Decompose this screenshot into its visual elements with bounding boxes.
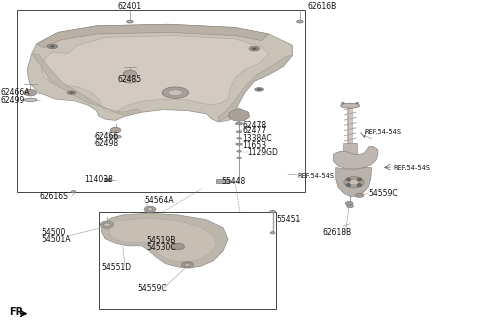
Text: FR.: FR.	[9, 307, 27, 317]
Polygon shape	[336, 168, 372, 196]
Text: 62401: 62401	[118, 2, 142, 11]
Ellipse shape	[257, 89, 261, 90]
Circle shape	[347, 184, 350, 186]
Text: 54530C: 54530C	[147, 243, 176, 252]
Text: REF.54-54S: REF.54-54S	[393, 165, 430, 171]
Polygon shape	[228, 108, 250, 121]
Ellipse shape	[344, 176, 364, 188]
Ellipse shape	[123, 70, 137, 77]
Text: REF.54-54S: REF.54-54S	[298, 173, 335, 179]
Ellipse shape	[162, 87, 189, 98]
Polygon shape	[27, 24, 293, 122]
Ellipse shape	[168, 90, 182, 95]
Ellipse shape	[104, 223, 110, 226]
Text: 62499: 62499	[0, 96, 25, 105]
Text: 1338AC: 1338AC	[242, 134, 272, 143]
Ellipse shape	[355, 193, 364, 197]
Polygon shape	[36, 24, 269, 48]
Text: 54559C: 54559C	[137, 284, 167, 293]
Ellipse shape	[24, 98, 37, 101]
Ellipse shape	[297, 20, 303, 23]
Circle shape	[347, 178, 350, 181]
Ellipse shape	[236, 131, 242, 133]
Bar	[216, 179, 230, 183]
Ellipse shape	[347, 204, 353, 208]
Ellipse shape	[270, 232, 275, 234]
Text: 54551D: 54551D	[101, 262, 132, 272]
Ellipse shape	[67, 91, 76, 94]
Ellipse shape	[50, 45, 55, 48]
Text: 62466A: 62466A	[0, 88, 30, 97]
Text: 114038: 114038	[84, 175, 113, 184]
Text: 54559C: 54559C	[368, 189, 398, 197]
Text: 11653: 11653	[242, 141, 266, 150]
Ellipse shape	[341, 102, 344, 104]
Text: 62618B: 62618B	[323, 228, 352, 237]
Ellipse shape	[47, 44, 58, 49]
Ellipse shape	[236, 143, 242, 145]
Polygon shape	[41, 36, 269, 112]
Ellipse shape	[70, 92, 73, 93]
Polygon shape	[32, 53, 142, 116]
Ellipse shape	[235, 122, 243, 125]
Ellipse shape	[110, 135, 121, 138]
Ellipse shape	[100, 221, 114, 228]
Bar	[99, 212, 276, 309]
Ellipse shape	[144, 206, 156, 213]
Text: REF.54-54S: REF.54-54S	[364, 129, 401, 135]
Text: 62466: 62466	[94, 132, 118, 141]
Ellipse shape	[110, 127, 121, 133]
Ellipse shape	[71, 191, 76, 193]
Ellipse shape	[237, 151, 241, 152]
Ellipse shape	[249, 46, 260, 51]
Ellipse shape	[171, 243, 184, 250]
Text: 62477: 62477	[242, 126, 267, 135]
Ellipse shape	[252, 48, 257, 50]
Ellipse shape	[123, 79, 137, 83]
Ellipse shape	[349, 180, 359, 185]
Ellipse shape	[184, 263, 191, 266]
Ellipse shape	[255, 88, 264, 91]
Text: 54564A: 54564A	[144, 196, 174, 205]
Polygon shape	[101, 213, 228, 268]
Text: 55451: 55451	[276, 215, 300, 224]
Text: 1129GD: 1129GD	[248, 148, 278, 157]
Text: 54500: 54500	[41, 228, 66, 237]
Bar	[343, 143, 357, 159]
Circle shape	[358, 178, 361, 181]
Ellipse shape	[340, 103, 360, 108]
Polygon shape	[218, 55, 293, 122]
Text: 62616S: 62616S	[40, 192, 69, 201]
Text: 54501A: 54501A	[41, 235, 71, 244]
Ellipse shape	[147, 208, 153, 211]
Ellipse shape	[181, 261, 193, 268]
Text: 55448: 55448	[222, 177, 246, 186]
Polygon shape	[333, 146, 378, 169]
Ellipse shape	[356, 102, 359, 104]
Ellipse shape	[174, 245, 181, 248]
Text: 62498: 62498	[94, 139, 118, 148]
Text: 62478: 62478	[242, 121, 266, 130]
Ellipse shape	[127, 20, 133, 23]
Ellipse shape	[345, 201, 353, 205]
Ellipse shape	[237, 157, 241, 159]
Ellipse shape	[237, 137, 241, 139]
Bar	[17, 10, 305, 192]
Text: 54519B: 54519B	[147, 236, 176, 245]
Ellipse shape	[24, 90, 36, 96]
Polygon shape	[110, 218, 216, 262]
Text: 62485: 62485	[118, 75, 142, 84]
Ellipse shape	[270, 210, 276, 213]
Text: 62616B: 62616B	[307, 2, 336, 11]
Circle shape	[358, 184, 361, 186]
